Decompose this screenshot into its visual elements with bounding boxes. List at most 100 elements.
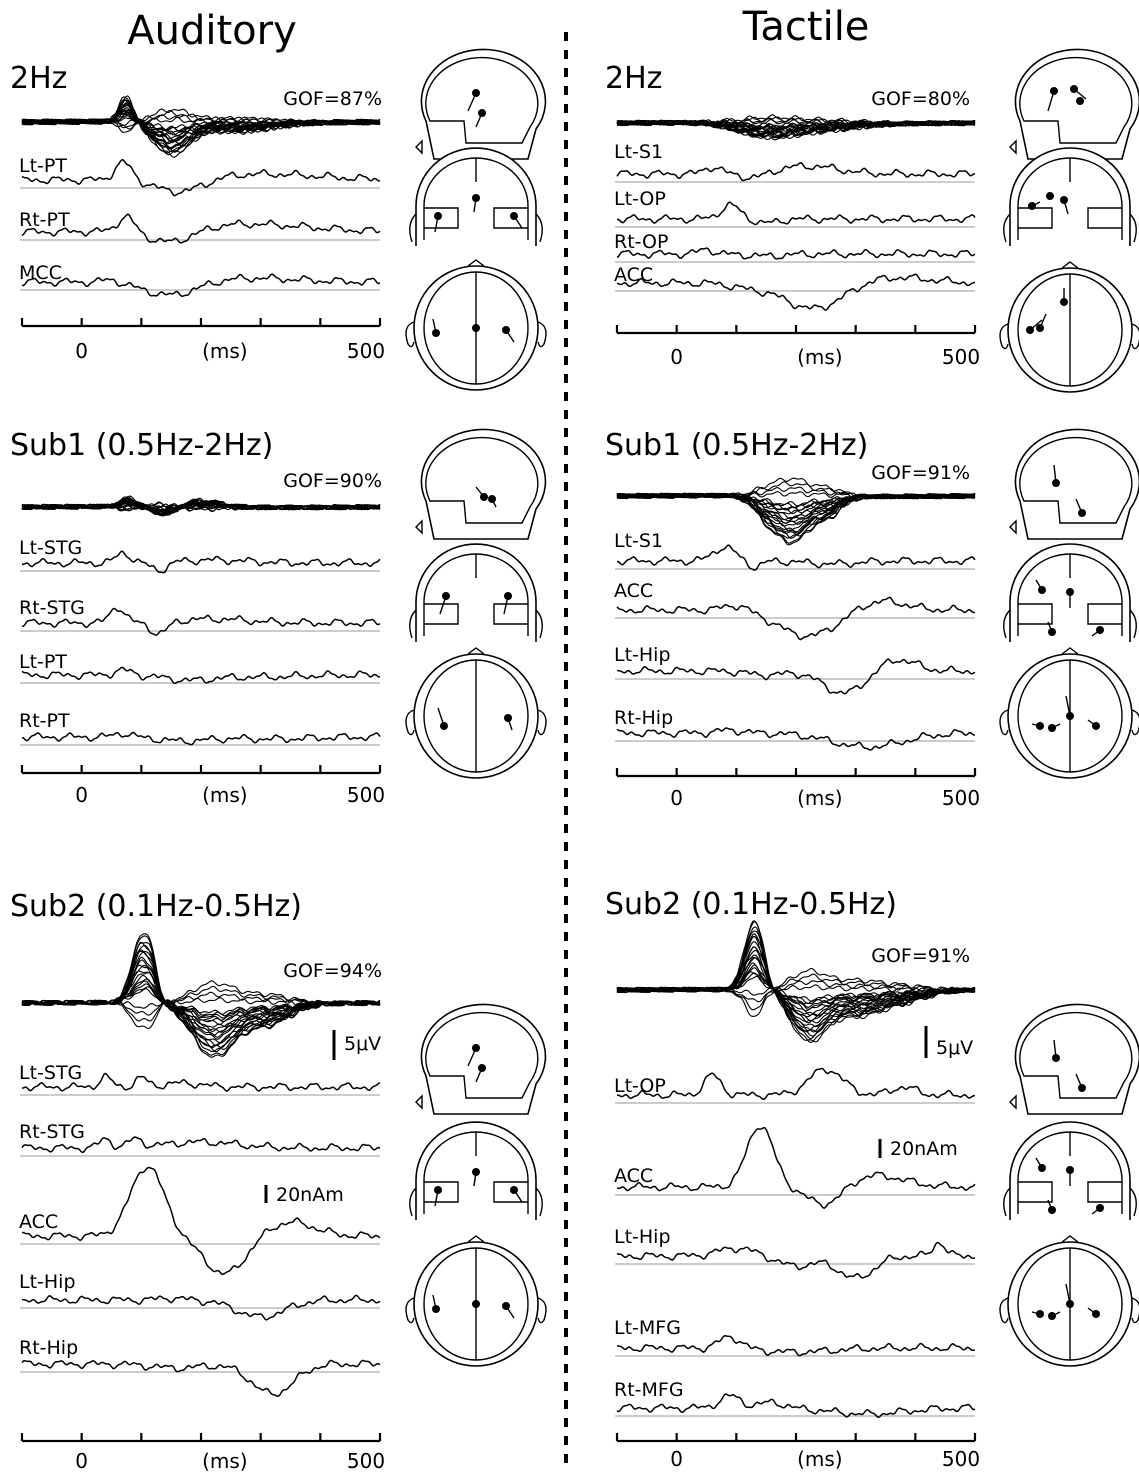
nose-outline (1009, 519, 1017, 535)
brain-outline (425, 1011, 539, 1099)
source-trace (21, 1166, 381, 1276)
axis-tick-label: 500 (347, 1449, 385, 1472)
condition-panel: Lt-S1 ACC Lt-Hip Rt-Hip 0 500 (ms) (614, 477, 980, 810)
source-label: ACC (614, 580, 653, 602)
condition-panel: Lt-STG Rt-STG ACC Lt-Hip Rt-Hip 0 500 (ms) (19, 933, 385, 1472)
ear-outline (405, 321, 415, 348)
axis-unit-label: (ms) (797, 1447, 843, 1471)
panel-title: 2Hz (605, 61, 662, 96)
head-sagittal-view (415, 428, 547, 540)
dipole-location (480, 493, 488, 501)
source-waveform: ACC (19, 1166, 381, 1276)
ear-outline (537, 1297, 547, 1324)
brain-outline (1019, 1011, 1133, 1099)
source-waveform: MCC (19, 262, 381, 297)
nose-outline (415, 519, 423, 535)
ear-outline (1131, 709, 1139, 736)
head-outline (420, 1003, 547, 1115)
source-label: Lt-S1 (614, 141, 663, 163)
butterfly-channel-trace (21, 980, 381, 1029)
axis-unit-label: (ms) (202, 783, 248, 807)
source-trace (617, 201, 976, 226)
dipole-location (1096, 626, 1104, 634)
dipole-location (1060, 196, 1068, 204)
temporal-outline (493, 1181, 528, 1203)
head-coronal-view (409, 147, 543, 246)
source-trace (616, 1393, 976, 1419)
source-trace (21, 1072, 381, 1092)
ear-outline (535, 213, 543, 243)
source-trace (21, 731, 381, 746)
axis-tick-label: 500 (942, 345, 980, 369)
dipole-location (1066, 1300, 1074, 1308)
dipole-location (442, 592, 450, 600)
source-waveform: Lt-Hip (614, 1226, 976, 1279)
condition-panel: Lt-STG Rt-STG Lt-PT Rt-PT 0 500 (ms) (19, 495, 385, 807)
nose-outline (415, 139, 423, 155)
dipole-location (1038, 1164, 1046, 1172)
gof-label: GOF=87% (283, 88, 382, 110)
time-axis: 0 500 (ms) (20, 765, 385, 807)
butterfly-channel-trace (21, 96, 381, 158)
head-sagittal-view (1009, 1003, 1139, 1115)
head-outline (1014, 48, 1139, 160)
dipole-location (472, 1300, 480, 1308)
butterfly-plot (21, 495, 381, 517)
source-waveform: Lt-MFG (614, 1317, 976, 1357)
ear-outline (409, 609, 417, 639)
column-title-auditory: Auditory (127, 8, 297, 54)
head-outline (1014, 1003, 1139, 1115)
head-outline (1014, 428, 1139, 540)
panel-title: Sub1 (0.5Hz-2Hz) (10, 428, 273, 463)
head-maps-layer (405, 48, 1139, 1367)
axis-tick-label: 500 (942, 786, 980, 810)
source-waveform: ACC (614, 1126, 976, 1209)
brain-outline (425, 436, 539, 524)
dipole-location (478, 1064, 486, 1072)
ear-outline (1129, 1187, 1137, 1217)
dipole-location (1048, 1312, 1056, 1320)
source-trace (21, 607, 381, 636)
dipole-location (1060, 298, 1068, 306)
temporal-outline (1018, 603, 1053, 625)
dipole-location (1048, 724, 1056, 732)
dipole-location (1070, 85, 1078, 93)
axis-tick-label: 0 (670, 786, 683, 810)
dipole-location (1028, 202, 1036, 210)
source-label: Lt-OP (614, 1075, 666, 1097)
dipole-location (1036, 1310, 1044, 1318)
butterfly-channel-trace (616, 492, 976, 534)
head-coronal-view (1003, 1121, 1137, 1220)
temporal-outline (493, 603, 528, 625)
source-waveform: Lt-PT (19, 651, 381, 685)
temporal-outline (424, 603, 459, 625)
axis-tick-label: 0 (75, 339, 88, 363)
source-label: MCC (19, 262, 62, 284)
dipole-location (510, 1186, 518, 1194)
head-coronal-view (409, 1121, 543, 1220)
butterfly-plot (21, 933, 381, 1058)
butterfly-channel-trace (616, 114, 976, 127)
source-label: Rt-MFG (614, 1379, 684, 1401)
time-axis: 0 500 (ms) (20, 1433, 385, 1472)
source-trace (616, 273, 976, 311)
nose-outline (467, 259, 485, 267)
head-axial-view (999, 1235, 1139, 1367)
dipole-map-set (999, 1003, 1139, 1367)
panel-title: Sub2 (0.1Hz-0.5Hz) (10, 889, 302, 924)
source-label: Lt-STG (19, 1062, 82, 1084)
ear-outline (405, 709, 415, 736)
butterfly-channel-trace (616, 967, 976, 1017)
source-trace (616, 544, 976, 571)
dipole-location (504, 714, 512, 722)
source-waveform: Rt-STG (19, 1121, 381, 1157)
head-axial-view (999, 647, 1139, 779)
source-waveform: Lt-PT (19, 155, 381, 197)
source-waveform: Rt-OP (614, 231, 976, 263)
axis-unit-label: (ms) (797, 345, 843, 369)
dipole-location (472, 1168, 480, 1176)
nose-outline (1009, 1094, 1017, 1110)
head-coronal-view (409, 543, 543, 642)
dipole-map-set (405, 428, 547, 779)
source-trace (616, 247, 976, 260)
